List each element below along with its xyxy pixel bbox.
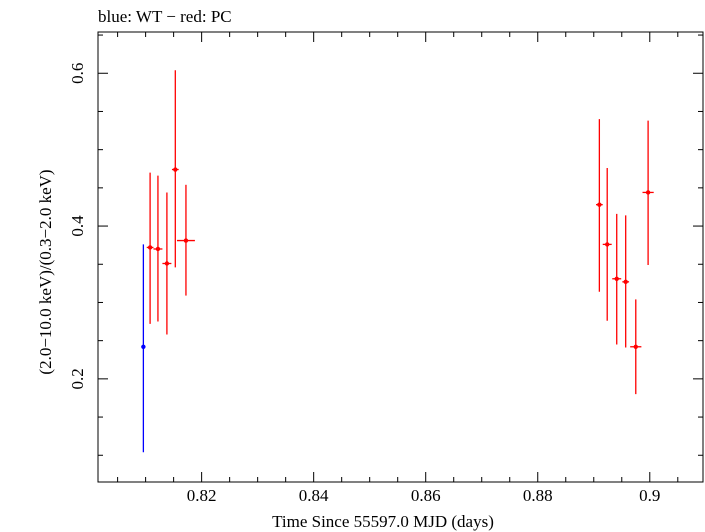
data-point bbox=[605, 242, 610, 247]
data-point bbox=[645, 190, 651, 195]
data-point bbox=[164, 261, 170, 266]
data-point bbox=[173, 167, 178, 172]
data-point bbox=[597, 202, 602, 207]
data-point bbox=[614, 276, 619, 281]
x-tick-label: 0.88 bbox=[523, 486, 553, 505]
data-point bbox=[155, 246, 161, 252]
x-axis: 0.82 0.84 0.86 0.88 0.9 bbox=[117, 32, 679, 505]
data-point bbox=[147, 245, 153, 250]
x-tick-label: 0.84 bbox=[299, 486, 329, 505]
data-point bbox=[623, 279, 628, 285]
y-tick-label: 0.6 bbox=[68, 63, 87, 84]
plot-frame bbox=[97, 31, 704, 483]
data-series bbox=[141, 70, 654, 453]
chart-title: blue: WT − red: PC bbox=[98, 7, 232, 26]
data-point bbox=[633, 344, 638, 349]
x-tick-label: 0.86 bbox=[411, 486, 441, 505]
data-point bbox=[141, 344, 146, 349]
data-point bbox=[183, 238, 189, 243]
x-tick-label: 0.82 bbox=[187, 486, 217, 505]
y-tick-label: 0.2 bbox=[68, 368, 87, 389]
y-axis: 0.2 0.4 0.6 bbox=[68, 34, 703, 456]
y-axis-label: (2.0−10.0 keV)/(0.3−2.0 keV) bbox=[36, 169, 55, 374]
x-tick-label: 0.9 bbox=[639, 486, 660, 505]
y-tick-label: 0.4 bbox=[68, 215, 87, 237]
x-axis-label: Time Since 55597.0 MJD (days) bbox=[272, 512, 494, 531]
